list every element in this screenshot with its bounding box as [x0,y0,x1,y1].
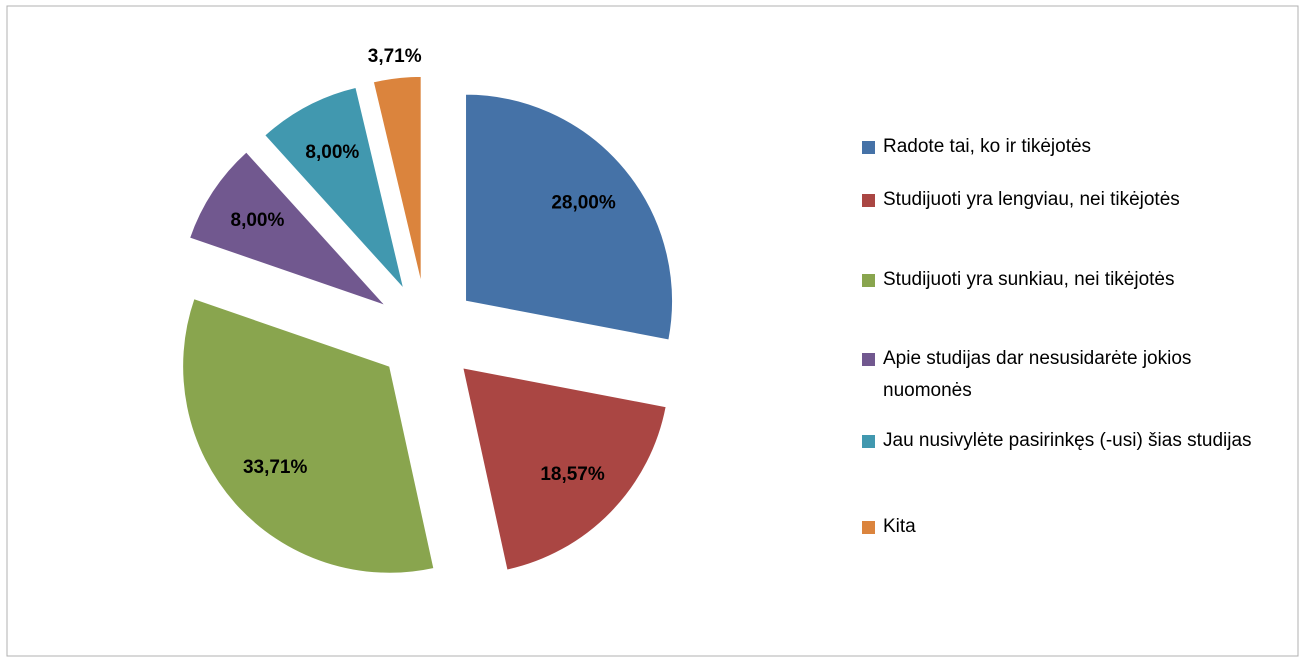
legend-item: Jau nusivylėte pasirinkęs (-usi) šias st… [862,425,1282,457]
legend-swatch [862,194,875,207]
legend-swatch [862,435,875,448]
pie-slice [372,75,422,284]
legend-item: Kita [862,511,1282,543]
data-label: 33,71% [243,457,308,478]
chart-border [6,5,1299,657]
legend-swatch [862,353,875,366]
legend-item: Apie studijas dar nesusidarėte jokios nu… [862,343,1282,407]
data-label: 3,71% [368,46,422,67]
data-label: 8,00% [231,210,285,231]
legend-label: Studijuoti yra lengviau, nei tikėjotės [883,189,1180,210]
pie-slice [188,151,386,306]
legend-item: Studijuoti yra lengviau, nei tikėjotės [862,184,1282,216]
legend-label: Studijuoti yra sunkiau, nei tikėjotės [883,269,1175,290]
legend-swatch [862,141,875,154]
data-label: 18,57% [540,464,605,485]
data-label: 8,00% [305,142,359,163]
legend-swatch [862,521,875,534]
legend-label: Jau nusivylėte pasirinkęs (-usi) šias st… [883,430,1252,451]
legend-label: Apie studijas dar nesusidarėte jokios nu… [883,348,1192,401]
legend-label: Kita [883,516,916,537]
pie-slice [465,93,673,341]
data-label: 28,00% [551,193,616,214]
legend-label: Radote tai, ko ir tikėjotės [883,136,1092,157]
pie-slice [264,86,405,290]
pie-slice [462,367,667,571]
legend-item: Radote tai, ko ir tikėjotės [862,131,1282,163]
legend-item: Studijuoti yra sunkiau, nei tikėjotės [862,264,1282,296]
pie-slice [182,298,435,574]
legend-swatch [862,274,875,287]
